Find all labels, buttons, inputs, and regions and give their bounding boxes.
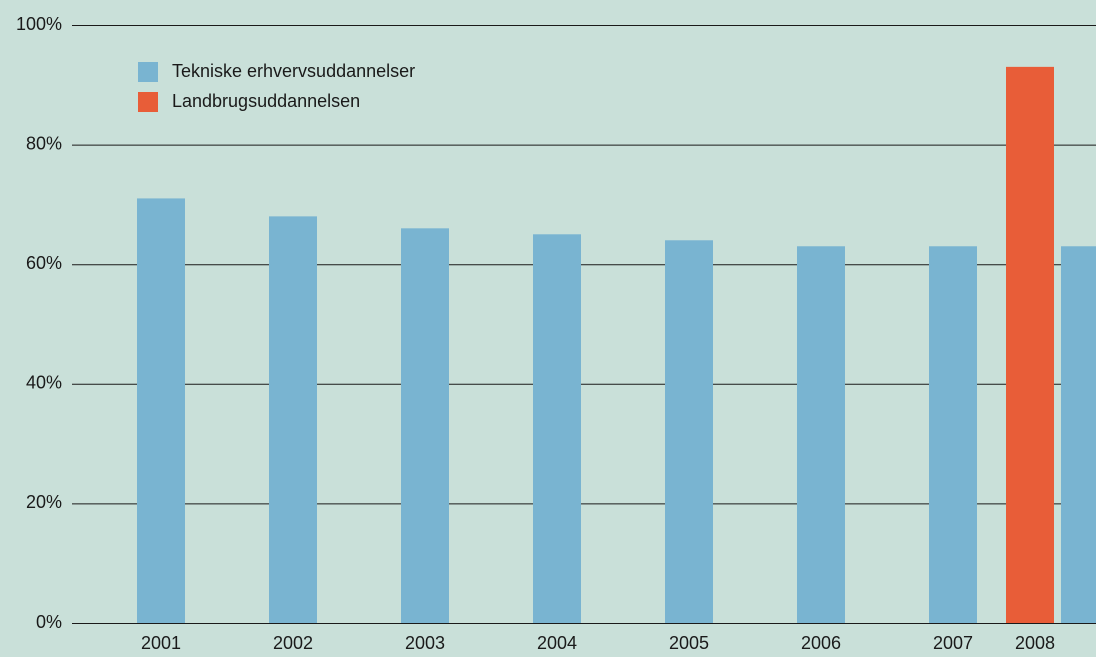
bar <box>269 216 317 624</box>
legend-label: Tekniske erhvervsuddannelser <box>172 61 415 81</box>
x-tick-label: 2003 <box>405 633 445 653</box>
x-tick-label: 2007 <box>933 633 973 653</box>
bar <box>929 246 977 623</box>
x-tick-label: 2002 <box>273 633 313 653</box>
bar <box>1006 66 1054 624</box>
y-tick-label: 80% <box>26 133 62 153</box>
y-tick-label: 0% <box>36 612 62 632</box>
legend-label: Landbrugsuddannelsen <box>172 91 360 111</box>
bar <box>1061 246 1096 623</box>
y-tick-label: 60% <box>26 253 62 273</box>
x-tick-label: 2001 <box>141 633 181 653</box>
y-tick-label: 100% <box>16 14 62 34</box>
bar <box>401 228 449 623</box>
x-tick-label: 2004 <box>537 633 577 653</box>
x-tick-label: 2006 <box>801 633 841 653</box>
x-tick-label: 2005 <box>669 633 709 653</box>
y-tick-label: 20% <box>26 492 62 512</box>
x-tick-label: 2008 <box>1015 633 1055 653</box>
bar <box>137 198 185 624</box>
y-tick-label: 40% <box>26 373 62 393</box>
legend-swatch <box>138 62 158 82</box>
bar <box>533 234 581 624</box>
bar <box>797 246 845 623</box>
legend-swatch <box>138 92 158 112</box>
bar <box>665 240 713 623</box>
